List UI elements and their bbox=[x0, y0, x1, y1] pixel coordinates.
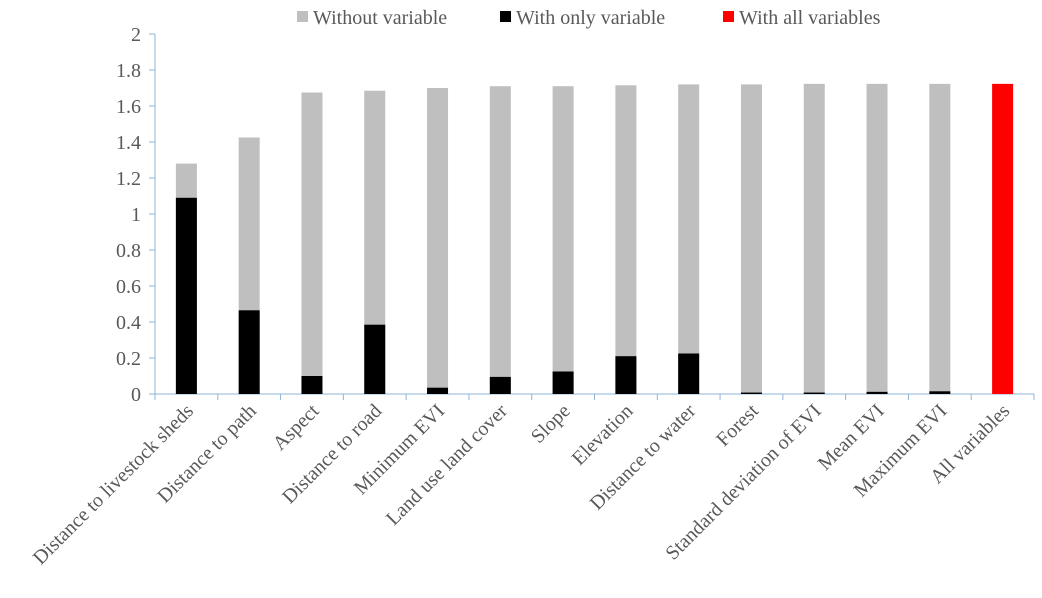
y-tick-label: 0 bbox=[131, 384, 141, 406]
legend-swatch bbox=[500, 11, 511, 22]
x-category-label: Land use land cover bbox=[382, 400, 512, 530]
bar-without-variable bbox=[552, 86, 574, 394]
legend-label: Without variable bbox=[313, 7, 447, 29]
bar-without-variable bbox=[427, 88, 449, 394]
bar-without-variable bbox=[866, 83, 888, 395]
y-tick-label: 0.8 bbox=[116, 240, 141, 262]
y-tick-label: 1.2 bbox=[116, 168, 141, 190]
y-tick-label: 0.2 bbox=[116, 348, 141, 370]
y-tick-label: 1.6 bbox=[116, 96, 141, 118]
bar-with-only-variable bbox=[866, 391, 888, 394]
bar-with-only-variable bbox=[238, 310, 260, 394]
y-tick-label: 2 bbox=[131, 24, 141, 46]
bar-with-only-variable bbox=[364, 324, 386, 394]
x-category-label: Slope bbox=[527, 400, 575, 448]
bar-without-variable bbox=[615, 85, 637, 395]
y-tick-label: 0.6 bbox=[116, 276, 141, 298]
x-category-label: Aspect bbox=[269, 400, 324, 455]
bar-with-only-variable bbox=[615, 356, 637, 394]
bars bbox=[175, 83, 1014, 395]
bar-with-only-variable bbox=[929, 391, 951, 394]
bar-without-variable bbox=[489, 86, 511, 394]
bar-with-only-variable bbox=[301, 376, 323, 394]
bar-without-variable bbox=[929, 83, 951, 395]
legend-label: With only variable bbox=[516, 7, 665, 29]
y-axis: 0 0.2 0.4 0.6 0.8 1 1.2 1.4 1.6 1.8 2 bbox=[116, 24, 156, 406]
bar-with-all-variables bbox=[992, 83, 1014, 395]
y-tick-label: 1.8 bbox=[116, 60, 141, 82]
bar-with-only-variable bbox=[803, 392, 825, 394]
bar-without-variable bbox=[803, 83, 825, 395]
legend-swatch bbox=[723, 11, 734, 22]
legend: Without variable With only variable With a… bbox=[297, 7, 881, 29]
x-category-label: Distance to water bbox=[586, 400, 701, 515]
y-tick-label: 0.4 bbox=[116, 312, 141, 334]
bar-with-only-variable bbox=[740, 392, 762, 394]
legend-swatch bbox=[297, 11, 308, 22]
bar-without-variable bbox=[364, 90, 386, 394]
bar-with-only-variable bbox=[489, 376, 511, 394]
y-tick-label: 1.4 bbox=[116, 132, 141, 154]
bar-with-only-variable bbox=[175, 197, 197, 394]
bar-with-only-variable bbox=[427, 387, 449, 394]
x-category-label: Forest bbox=[712, 400, 763, 451]
bar-with-only-variable bbox=[552, 371, 574, 394]
bar-without-variable bbox=[678, 84, 700, 395]
legend-label: With all variables bbox=[739, 7, 881, 29]
bar-with-only-variable bbox=[678, 353, 700, 394]
bar-without-variable bbox=[740, 84, 762, 395]
y-tick-label: 1 bbox=[131, 204, 141, 226]
bar-without-variable bbox=[301, 92, 323, 394]
